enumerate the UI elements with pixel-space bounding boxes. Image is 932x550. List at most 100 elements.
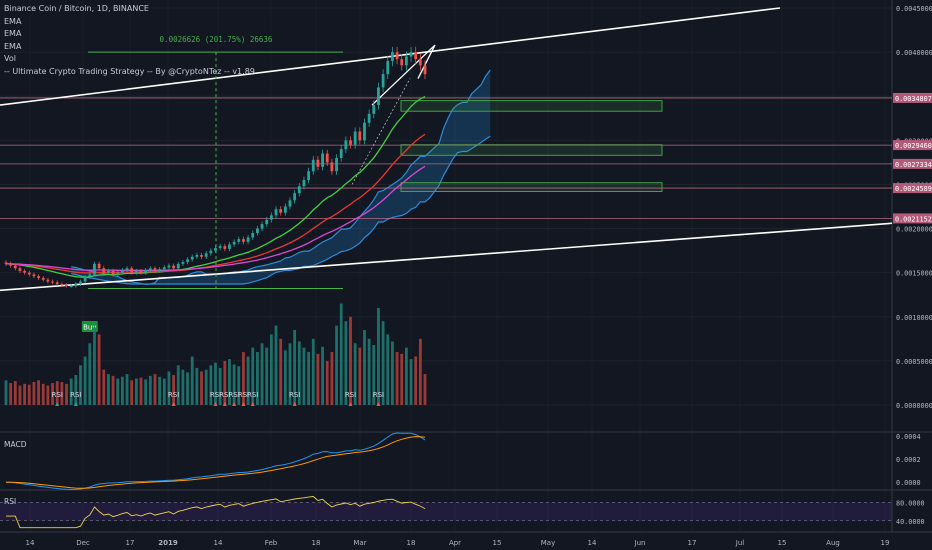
volume-bar [32, 382, 36, 405]
price-axis: 0.00450000.00400000.00350000.00300000.00… [893, 5, 932, 410]
legend-ema-3[interactable]: EMA [4, 41, 22, 51]
time-tick-label: Jul [735, 539, 745, 547]
volume-bar [27, 384, 31, 405]
supply-demand-zones [400, 100, 663, 193]
price-tick-label: 0.0020000 [896, 226, 932, 234]
candle [381, 74, 385, 88]
candle [116, 272, 120, 275]
candle [60, 284, 64, 286]
candle [214, 247, 217, 251]
candle [9, 263, 13, 266]
rsi-signal-marker [232, 402, 237, 406]
volume-bar [55, 381, 59, 405]
candle [51, 281, 54, 283]
volume-bar [79, 365, 82, 405]
volume-bar [9, 382, 13, 405]
rsi-line [6, 496, 426, 529]
level-tag [893, 183, 932, 194]
candle [107, 270, 110, 273]
candle [321, 153, 324, 167]
legend-strategy[interactable]: -- Ultimate Crypto Trading Strategy -- B… [4, 66, 255, 76]
ichimoku-cloud [71, 69, 491, 286]
price-tick-label: 0.0010000 [896, 314, 932, 322]
volume-bar [223, 360, 227, 405]
volume-bar [186, 372, 189, 405]
measure-label: 0.0026626 (201.75%) 26636 [160, 35, 273, 44]
time-axis: 14 Dec 17 2019 14 Feb 18 Mar 18 Apr 15 May 14 Jun 17 Ju… [26, 539, 890, 547]
ema-lines [5, 96, 426, 278]
candle [242, 239, 245, 242]
volume-bar [395, 352, 399, 405]
time-tick-label: Mar [353, 539, 366, 547]
legend-ema-2[interactable]: EMA [4, 29, 22, 38]
lower-trendline [0, 222, 893, 292]
candle [176, 263, 180, 269]
price-range-measure: 0.0026626 (201.75%) 26636 [88, 35, 343, 290]
candle [69, 285, 73, 287]
volume-bar [246, 356, 250, 405]
time-tick-label: Feb [265, 539, 278, 547]
rsi-signal-label: RSI [219, 391, 230, 399]
volume-bar [311, 338, 315, 405]
candle [409, 52, 413, 57]
rsi-signal-label: RSI [52, 391, 63, 399]
volume-bar [18, 385, 22, 405]
candle [400, 59, 404, 66]
level-tag-label: 0.0021152 [895, 215, 932, 223]
candle [293, 193, 297, 201]
time-tick-label: 18 [312, 539, 321, 547]
volume-bars [4, 303, 427, 405]
volume-bar [260, 343, 264, 405]
rsi-signal-label: RSI [373, 391, 384, 399]
candle [228, 244, 231, 249]
volume-bar [228, 359, 231, 405]
candle [134, 270, 138, 273]
rsi-signal-marker [222, 402, 227, 406]
candle [372, 105, 376, 114]
candle [65, 285, 68, 287]
level-tag-label: 0.0029460 [895, 142, 932, 150]
candle [339, 149, 343, 158]
legend-ema-1[interactable]: EMA [4, 16, 22, 26]
volume-bar [153, 374, 157, 405]
candle [274, 209, 278, 216]
volume-bar [265, 347, 269, 405]
volume-bar [404, 347, 408, 405]
candle [111, 270, 115, 275]
legend-vol[interactable]: Vol [4, 54, 16, 63]
cloud-fill [71, 70, 491, 285]
volume-bar [41, 383, 45, 405]
price-tick-label: 0.0040000 [896, 49, 932, 57]
rsi-signal-marker [292, 402, 297, 406]
volume-bar [130, 380, 134, 405]
candle [395, 52, 399, 60]
candle [256, 228, 259, 233]
rsi-panel-label: RSI [4, 497, 16, 506]
candle [55, 282, 59, 285]
volume-bar [116, 378, 120, 405]
dotted-trend [351, 78, 411, 185]
volume-bar [69, 378, 73, 405]
candle [209, 250, 213, 254]
rsi-signal-marker [213, 402, 218, 406]
candle [232, 241, 236, 245]
rsi-band [0, 502, 892, 521]
buy-label: Buy [83, 324, 96, 332]
level-tag [893, 213, 932, 224]
candle [120, 270, 124, 273]
volume-bar [381, 321, 385, 405]
level-tag [893, 140, 932, 151]
rsi-signal-label: RSI [238, 391, 249, 399]
candle [46, 279, 50, 282]
volume-bar [353, 343, 357, 405]
volume-bar [13, 381, 17, 405]
volume-bar [279, 338, 283, 405]
volume-bar [274, 325, 278, 405]
candle [404, 56, 408, 66]
symbol-title[interactable]: Binance Coin / Bitcoin, 1D, BINANCE [4, 4, 149, 13]
volume-bar [321, 346, 324, 405]
candle [418, 59, 422, 66]
volume-bar [23, 383, 27, 405]
